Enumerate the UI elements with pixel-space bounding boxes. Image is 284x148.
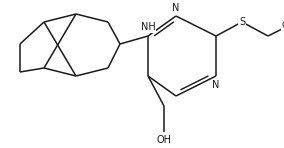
- Text: N: N: [212, 80, 220, 90]
- Text: OH: OH: [156, 135, 172, 145]
- Text: N: N: [172, 3, 180, 13]
- Text: S: S: [239, 17, 245, 27]
- Text: NH: NH: [141, 22, 155, 32]
- Text: CH₃: CH₃: [282, 21, 284, 30]
